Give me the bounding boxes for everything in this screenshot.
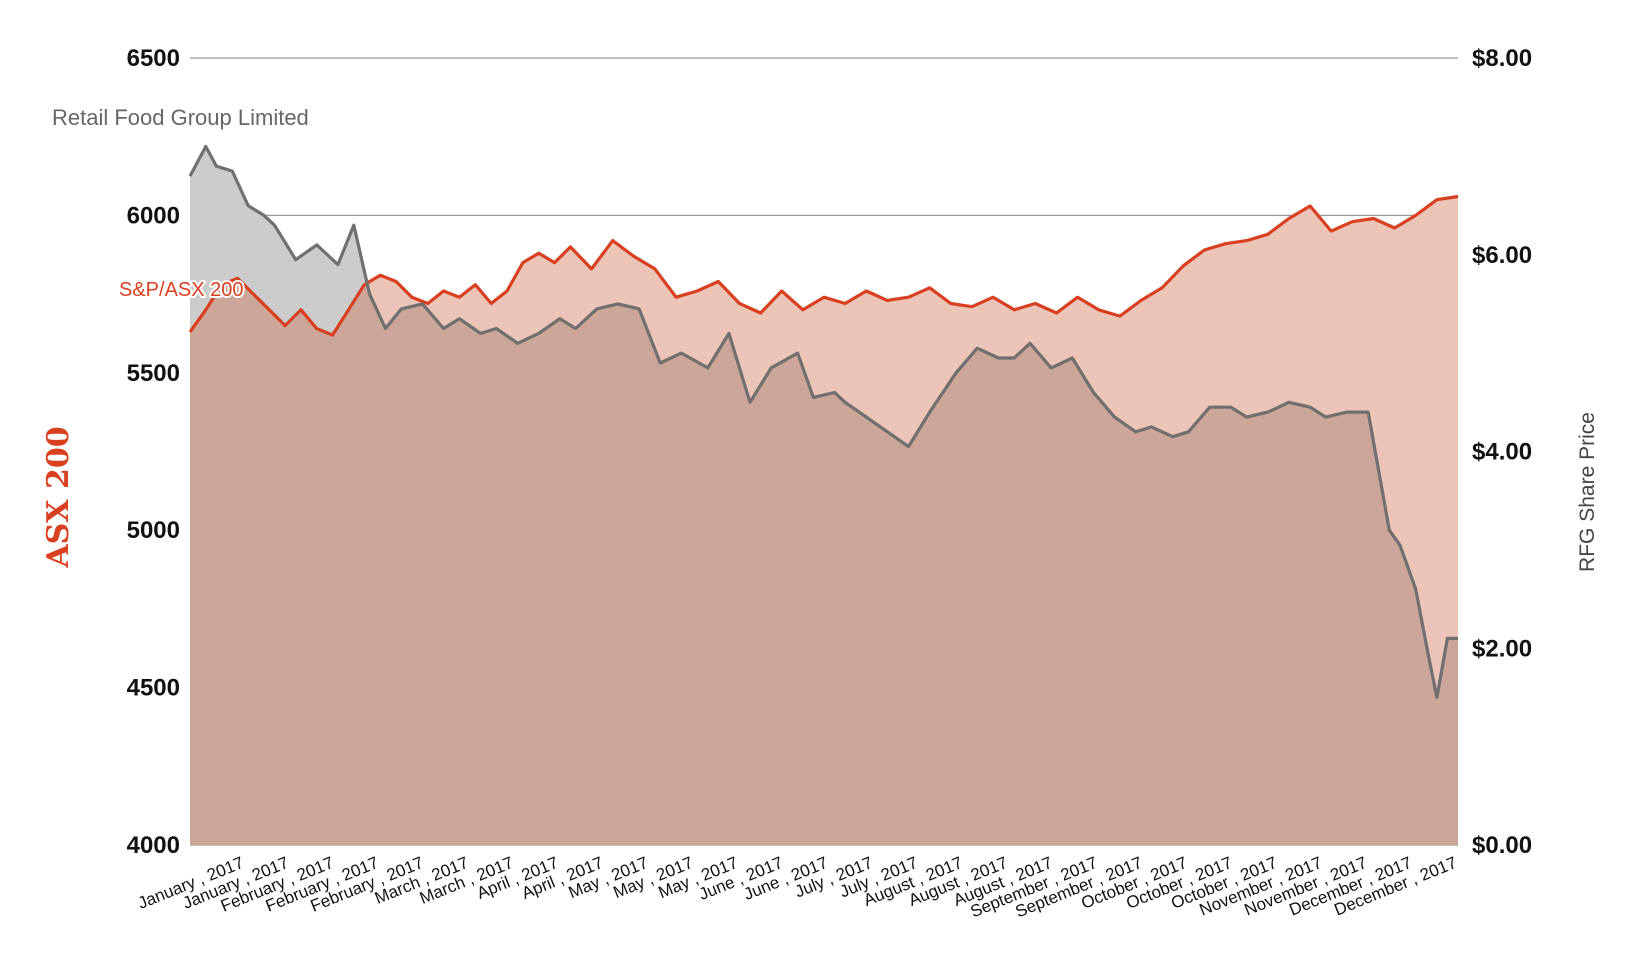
series-areas [190,146,1458,845]
right-tick-label: $0.00 [1472,832,1532,859]
series-lines [188,144,1459,699]
asx-line [188,194,1459,337]
left-tick-label: 5500 [127,360,180,387]
rfg-line [188,144,1458,699]
series-label-rfg: Retail Food Group Limited [52,105,309,130]
left-axis-title: ASX 200 [41,426,76,568]
right-tick-label: $6.00 [1472,242,1532,269]
right-tick-label: $2.00 [1472,635,1532,662]
left-tick-label: 5000 [127,517,180,544]
left-tick-label: 4000 [127,832,180,859]
right-tick-label: $4.00 [1472,439,1532,466]
series-label-asx: S&P/ASX 200 [119,279,244,301]
right-axis-title: RFG Share Price [1576,412,1599,572]
right-tick-label: $8.00 [1472,45,1532,72]
left-tick-label: 6500 [127,45,180,72]
left-tick-label: 6000 [127,202,180,229]
left-tick-label: 4500 [127,675,180,702]
